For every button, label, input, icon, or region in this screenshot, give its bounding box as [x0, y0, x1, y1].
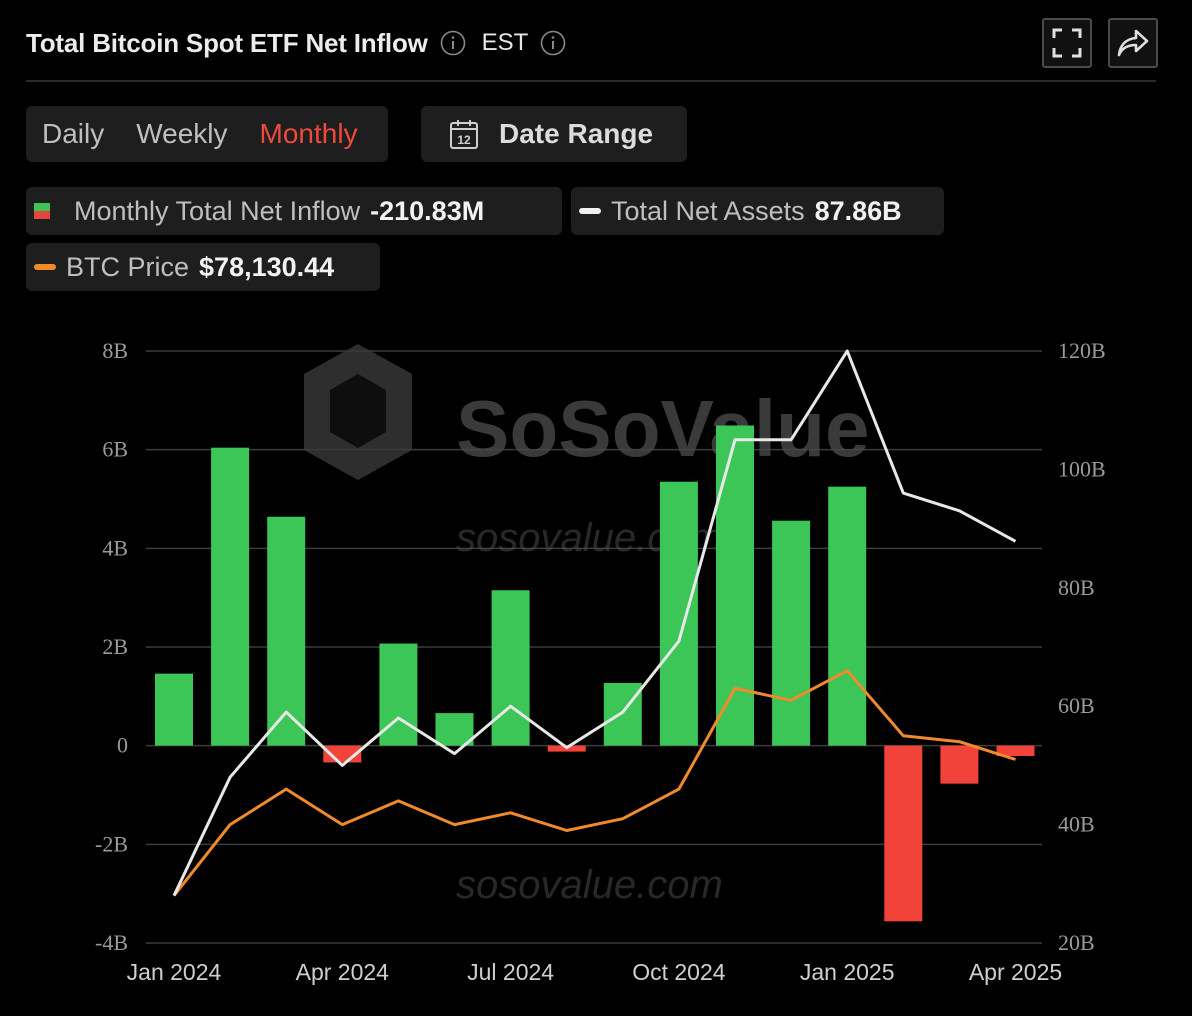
inflow-bar [491, 590, 530, 746]
x-axis-tick-label: Jul 2024 [467, 959, 554, 985]
legend-price-value: $78,130.44 [199, 251, 335, 282]
x-axis-tick-label: Jan 2024 [127, 959, 222, 985]
inflow-bar [603, 683, 642, 746]
legend-assets-value: 87.86B [814, 195, 902, 226]
inflow-bar [772, 520, 811, 746]
legend-assets-label: Total Net Assets [611, 195, 805, 226]
date-range-button[interactable]: 12 Date Range [421, 106, 687, 162]
left-axis-tick-label: 6B [102, 437, 128, 462]
chart-title: Total Bitcoin Spot ETF Net Inflow [26, 27, 428, 58]
fullscreen-button[interactable] [1042, 18, 1092, 68]
x-axis-tick-label: Jan 2025 [800, 959, 895, 985]
share-button[interactable] [1108, 18, 1158, 68]
left-axis-tick-label: 8B [102, 338, 128, 363]
watermark-brand: SoSoValue [456, 384, 869, 473]
timezone-info-icon[interactable] [540, 30, 566, 56]
tab-weekly[interactable]: Weekly [136, 118, 228, 149]
chart-header: Total Bitcoin Spot ETF Net Inflow EST [26, 22, 566, 64]
watermark-logo: SoSoValue sosovalue.com [304, 344, 869, 907]
period-selector: Daily Weekly Monthly [26, 106, 388, 162]
header-divider [26, 80, 1156, 82]
right-axis-tick-label: 100B [1058, 456, 1106, 481]
inflow-bar [435, 713, 474, 746]
axis-layer: 8B 6B 4B 2B 0 -2B -4B 120B 100B 80B 60B 40B 20B Jan 2… [95, 338, 1106, 985]
inflow-bar [211, 447, 250, 746]
x-axis-tick-label: Apr 2025 [969, 959, 1062, 985]
inflow-bar [155, 673, 193, 746]
legend-net-assets[interactable]: Total Net Assets 87.86B [571, 187, 944, 235]
left-axis-tick-label: -4B [95, 930, 128, 955]
inflow-bar [659, 481, 698, 746]
calendar-day-number: 12 [457, 133, 471, 147]
right-axis-tick-label: 120B [1058, 338, 1106, 363]
inflow-bar [940, 745, 979, 784]
legend-inflow-label: Monthly Total Net Inflow [74, 195, 361, 226]
left-axis-tick-label: 2B [102, 634, 128, 659]
left-axis-tick-label: 0 [117, 733, 128, 758]
left-axis-tick-label: 4B [102, 535, 128, 560]
legend-net-inflow[interactable]: Monthly Total Net Inflow -210.83M [26, 187, 562, 235]
right-axis-tick-label: 40B [1058, 812, 1095, 837]
net-assets-line [172, 349, 1017, 897]
assets-swatch [579, 208, 601, 214]
inflow-bar [884, 745, 923, 922]
price-swatch [34, 264, 56, 270]
watermark-brand: SoSoValue [456, 384, 869, 473]
lines-layer [172, 349, 1017, 897]
btc-price-line [172, 669, 1016, 897]
inflow-bar [828, 486, 867, 746]
inflow-bar [996, 745, 1035, 757]
legend-inflow-value: -210.83M [370, 195, 485, 226]
inflow-bar [267, 516, 306, 746]
legend-btc-price[interactable]: BTC Price $78,130.44 [26, 243, 380, 291]
right-axis-tick-label: 80B [1058, 575, 1095, 600]
bars-layer [155, 425, 1035, 922]
calendar-icon: 12 [450, 120, 478, 149]
fullscreen-icon [1052, 28, 1082, 58]
share-icon [1117, 29, 1149, 57]
right-axis-tick-label: 20B [1058, 930, 1095, 955]
info-icon[interactable] [440, 30, 466, 56]
inflow-swatch [34, 203, 50, 219]
tab-monthly[interactable]: Monthly [259, 118, 358, 149]
date-range-label: Date Range [499, 118, 654, 149]
watermark-url: sosovalue.com [456, 863, 723, 907]
x-axis-tick-label: Oct 2024 [632, 959, 726, 985]
right-axis-tick-label: 60B [1058, 693, 1095, 718]
legend-price-label: BTC Price [66, 251, 190, 282]
tab-daily[interactable]: Daily [42, 118, 105, 149]
watermark-logo-center [330, 374, 386, 448]
inflow-bar [716, 425, 754, 746]
x-axis-tick-label: Apr 2024 [296, 959, 390, 985]
timezone-label: EST [481, 29, 529, 56]
left-axis-tick-label: -2B [95, 831, 128, 856]
